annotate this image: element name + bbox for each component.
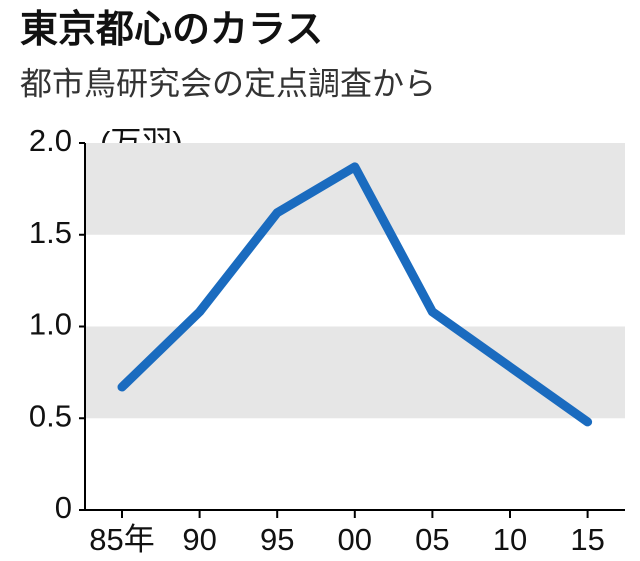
- x-tick-label: 05: [415, 522, 449, 557]
- chart-title: 東京都心のカラス: [20, 9, 323, 51]
- x-tick-label: 85年: [89, 522, 154, 557]
- x-tick-label: 10: [493, 522, 527, 557]
- y-tick-label: 2.0: [29, 123, 72, 158]
- chart-subtitle: 都市鳥研究会の定点調査から: [20, 65, 436, 101]
- y-tick-label: 0.5: [29, 398, 72, 433]
- y-tick-label: 1.5: [29, 215, 72, 250]
- y-tick-label: 1.0: [29, 307, 72, 342]
- x-tick-label: 00: [338, 522, 372, 557]
- x-tick-label: 95: [260, 522, 294, 557]
- data-line: [117, 162, 593, 427]
- x-tick-label: 90: [182, 522, 216, 557]
- grid-band: [85, 143, 625, 235]
- y-tick-label: 0: [55, 490, 72, 525]
- x-tick-label: 15: [570, 522, 604, 557]
- plot-background: [85, 143, 625, 419]
